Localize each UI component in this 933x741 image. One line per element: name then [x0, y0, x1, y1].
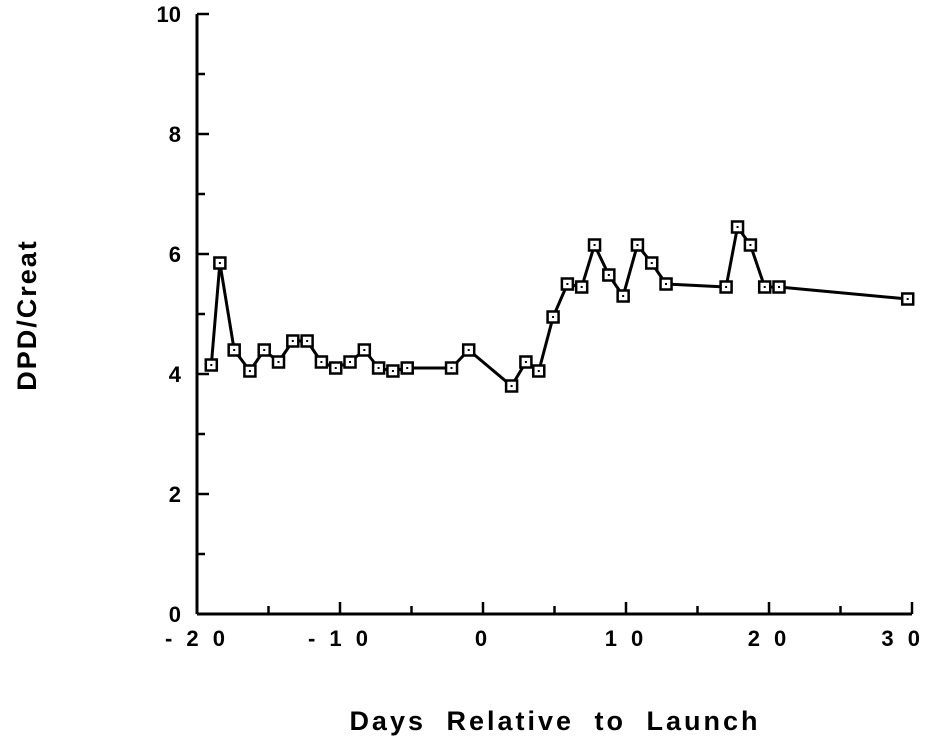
data-point [314, 355, 329, 369]
data-point-center [749, 244, 752, 246]
data-point-center [450, 367, 453, 369]
data-point [444, 361, 459, 375]
data-point [587, 238, 602, 252]
y-tick-label: 2 [169, 482, 181, 507]
data-point-center [537, 370, 540, 372]
data-point-center [363, 349, 366, 351]
data-point [602, 268, 616, 282]
data-point-center [665, 283, 668, 285]
data-point [286, 334, 300, 348]
data-point-center [320, 361, 323, 363]
x-tick-label: - 2 0 [165, 626, 229, 651]
y-tick-label: 0 [169, 602, 181, 627]
data-point-center [233, 349, 236, 351]
data-point [560, 277, 575, 291]
data-point [616, 289, 630, 303]
data-point-center [906, 298, 909, 300]
data-point [257, 343, 271, 357]
data-point [900, 292, 915, 306]
data-point-center [736, 226, 739, 228]
data-point [574, 280, 589, 294]
data-point-center [349, 361, 352, 363]
data-point-center [622, 295, 625, 297]
data-point [757, 280, 772, 294]
data-point [519, 355, 533, 369]
data-point [719, 280, 733, 294]
data-point [386, 364, 400, 378]
data-point-center [391, 370, 394, 372]
data-point-center [607, 274, 610, 276]
data-point [546, 310, 560, 324]
data-point-center [467, 349, 470, 351]
data-point-center [763, 286, 766, 288]
data-point-center [277, 361, 280, 363]
x-tick-label: 3 0 [881, 626, 924, 651]
data-point [730, 220, 745, 234]
data-point-center [725, 286, 728, 288]
data-point-center [593, 244, 596, 246]
data-point-center [306, 340, 309, 342]
x-tick-label: 1 0 [605, 626, 648, 651]
data-point [630, 238, 645, 252]
y-axis-title: DPD/Creat [12, 239, 42, 391]
ticks [195, 12, 914, 616]
data-point [400, 361, 414, 375]
data-point-center [334, 367, 337, 369]
y-tick-label: 8 [169, 122, 181, 147]
data-point-center [580, 286, 583, 288]
data-point [357, 343, 372, 357]
data-point [371, 361, 386, 375]
data-point [243, 364, 257, 378]
data-point-center [510, 385, 513, 387]
x-tick-label: - 1 0 [308, 626, 372, 651]
data-point-center [552, 316, 555, 318]
data-point [504, 379, 519, 393]
data-point-center [248, 370, 251, 372]
data-point [300, 334, 314, 348]
data-point-center [263, 349, 266, 351]
data-point [461, 343, 476, 357]
series [204, 220, 915, 393]
data-point [328, 361, 343, 375]
x-axis-title: Days Relative to Launch [349, 706, 760, 736]
data-point-center [650, 262, 653, 264]
y-tick-label: 4 [169, 362, 182, 387]
data-point [743, 238, 758, 252]
data-point [227, 343, 241, 357]
data-point [532, 364, 546, 378]
data-point-center [406, 367, 409, 369]
data-point [772, 280, 786, 294]
data-point [271, 355, 286, 369]
x-tick-label: 0 [475, 626, 491, 651]
data-point-center [566, 283, 569, 285]
data-point [204, 358, 219, 372]
data-point-center [218, 262, 221, 264]
data-point-center [524, 361, 527, 363]
data-point-center [291, 340, 294, 342]
data-point [659, 277, 673, 291]
y-tick-label: 10 [157, 2, 181, 27]
y-tick-label: 6 [169, 242, 181, 267]
data-point [644, 256, 659, 270]
x-tick-label: 2 0 [748, 626, 791, 651]
data-point [213, 256, 227, 270]
data-point [343, 355, 357, 369]
data-point-center [210, 364, 213, 366]
data-point-center [377, 367, 380, 369]
data-point-center [636, 244, 639, 246]
data-point-center [778, 286, 781, 288]
tick-labels: 0 2 4 6 8 10 - 2 0 - 1 0 0 1 0 2 0 3 0 [157, 2, 924, 651]
